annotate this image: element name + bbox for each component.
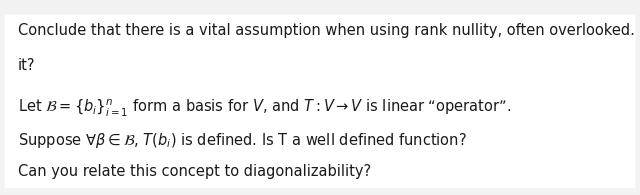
Text: Can you relate this concept to diagonalizability?: Can you relate this concept to diagonali…: [18, 164, 371, 179]
Text: Suppose $\forall\beta \in \mathcal{B}$, $T(b_i)$ is defined. Is T a well defined: Suppose $\forall\beta \in \mathcal{B}$, …: [18, 131, 467, 150]
Text: Let $\mathcal{B} = \{b_i\}_{i=1}^{n}$ form a basis for $V$, and $T: V \rightarro: Let $\mathcal{B} = \{b_i\}_{i=1}^{n}$ fo…: [18, 98, 511, 119]
FancyBboxPatch shape: [4, 15, 636, 188]
Text: it?: it?: [18, 58, 35, 74]
Text: Conclude that there is a vital assumption when using rank nullity, often overloo: Conclude that there is a vital assumptio…: [18, 23, 640, 38]
